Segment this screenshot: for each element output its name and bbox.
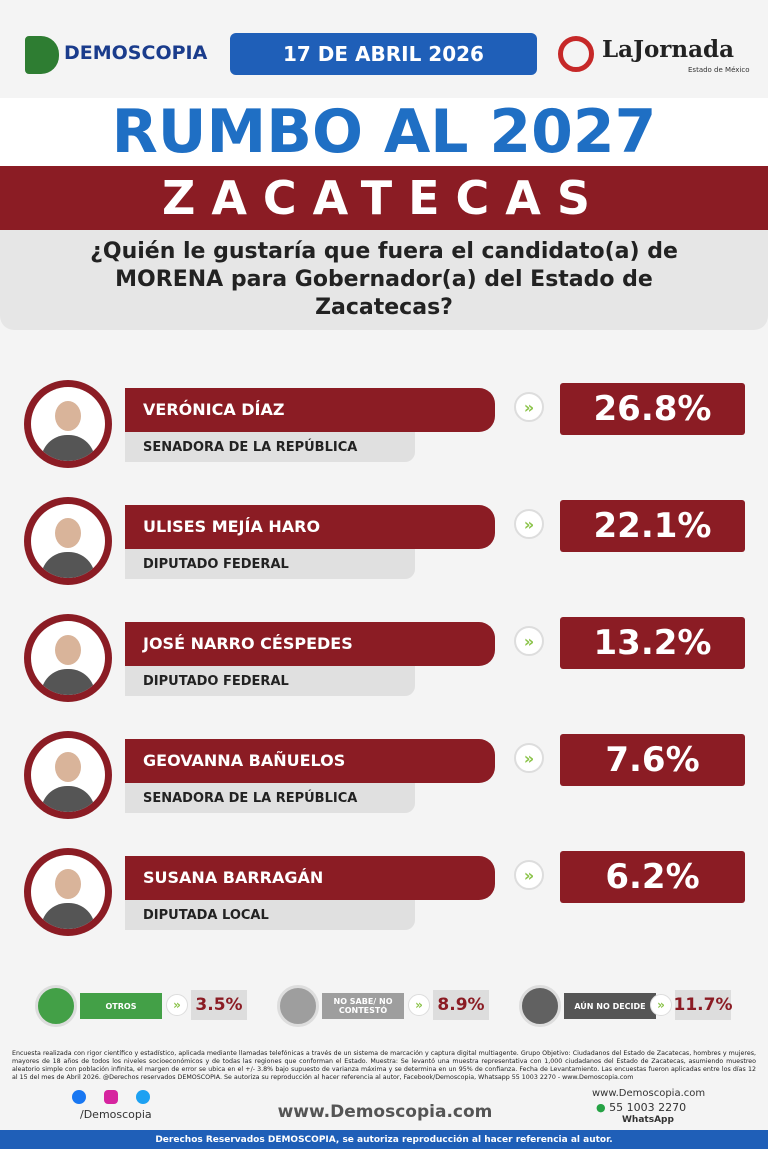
role-bar: DIPUTADO FEDERAL — [125, 666, 415, 696]
photo — [31, 855, 105, 929]
photo-body — [41, 552, 95, 578]
social: /Demoscopia — [80, 1108, 152, 1121]
photo-head — [55, 518, 81, 548]
logo: DEMOSCOPIA — [64, 42, 208, 64]
arrow-icon: » — [514, 860, 544, 890]
partner: LaJornada — [602, 36, 735, 63]
site: www.Demoscopia.com — [277, 1102, 493, 1122]
arrow-icon: » — [514, 743, 544, 773]
state: ZACATECAS — [0, 166, 768, 230]
other-result: 3.5% — [191, 990, 247, 1020]
name-bar: GEOVANNA BAÑUELOS — [125, 739, 495, 783]
result: 7.6% — [560, 734, 745, 786]
footnote: Encuesta realizada con rigor científico … — [12, 1050, 756, 1081]
name-bar: VERÓNICA DÍAZ — [125, 388, 495, 432]
photo-body — [41, 786, 95, 812]
partner-sub: Estado de México — [688, 66, 750, 74]
phone: ● 55 1003 2270 — [596, 1101, 687, 1114]
title: RUMBO AL 2027 — [0, 97, 768, 167]
role-bar: SENADORA DE LA REPÚBLICA — [125, 432, 415, 462]
photo-body — [41, 669, 95, 695]
other-icon — [277, 985, 319, 1027]
other-label: OTROS — [80, 993, 162, 1019]
name-bar: ULISES MEJÍA HARO — [125, 505, 495, 549]
photo — [31, 738, 105, 812]
arrow-icon: » — [514, 509, 544, 539]
result: 22.1% — [560, 500, 745, 552]
photo-body — [41, 435, 95, 461]
arrow-icon: » — [650, 994, 672, 1016]
other-label: NO SABE/ NO CONTESTÓ — [322, 993, 404, 1019]
photo-head — [55, 752, 81, 782]
result: 6.2% — [560, 851, 745, 903]
photo — [31, 387, 105, 461]
social-icons — [72, 1090, 160, 1104]
contact-site: www.Demoscopia.com — [592, 1088, 706, 1099]
other-icon — [35, 985, 77, 1027]
phone-label: WhatsApp — [622, 1115, 674, 1125]
role-bar: DIPUTADA LOCAL — [125, 900, 415, 930]
partner-mark — [558, 36, 594, 72]
other-result: 8.9% — [433, 990, 489, 1020]
photo-head — [55, 635, 81, 665]
question: ¿Quién le gustaría que fuera el candidat… — [0, 230, 768, 330]
date: 17 DE ABRIL 2026 — [230, 33, 537, 75]
name-bar: JOSÉ NARRO CÉSPEDES — [125, 622, 495, 666]
name-bar: SUSANA BARRAGÁN — [125, 856, 495, 900]
result: 13.2% — [560, 617, 745, 669]
other-icon — [519, 985, 561, 1027]
rights: Derechos Reservados DEMOSCOPIA, se autor… — [0, 1130, 768, 1149]
arrow-icon: » — [408, 994, 430, 1016]
logo-mark — [25, 36, 59, 74]
arrow-icon: » — [514, 626, 544, 656]
photo — [31, 621, 105, 695]
photo-body — [41, 903, 95, 929]
result: 26.8% — [560, 383, 745, 435]
photo — [31, 504, 105, 578]
role-bar: DIPUTADO FEDERAL — [125, 549, 415, 579]
photo-head — [55, 869, 81, 899]
role-bar: SENADORA DE LA REPÚBLICA — [125, 783, 415, 813]
phone-number: 55 1003 2270 — [609, 1101, 687, 1114]
other-label: AÚN NO DECIDE — [564, 993, 656, 1019]
photo-head — [55, 401, 81, 431]
arrow-icon: » — [166, 994, 188, 1016]
arrow-icon: » — [514, 392, 544, 422]
other-result: 11.7% — [674, 990, 733, 1020]
